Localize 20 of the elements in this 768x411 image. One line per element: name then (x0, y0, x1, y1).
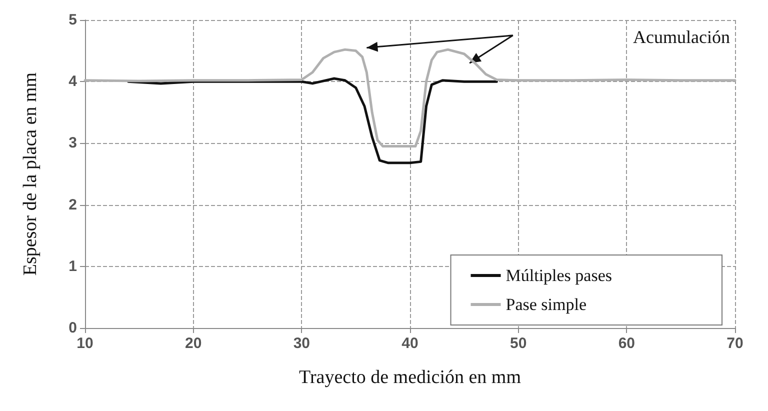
x-tick-label: 40 (402, 335, 418, 352)
y-tick-label: 2 (68, 196, 77, 214)
x-tick-label: 30 (293, 335, 310, 352)
line-series (127, 77, 498, 164)
x-axis-title: Trayecto de medición en mm (299, 367, 522, 388)
legend-label: Pase simple (506, 295, 587, 314)
x-tick-label: 20 (184, 335, 202, 352)
x-tick-label: 10 (76, 335, 94, 352)
y-tick-label: 1 (68, 258, 77, 275)
x-tick-label: 50 (510, 335, 527, 352)
x-tick-label: 70 (726, 335, 744, 352)
y-tick-label: 4 (68, 73, 78, 90)
y-axis-title: Espesor de la placa en mm (20, 72, 41, 276)
annotation: Acumulación (633, 27, 730, 47)
y-tick-label: 3 (68, 134, 77, 152)
y-tick-label: 0 (68, 320, 77, 336)
legend-label: Múltiples pases (506, 266, 612, 285)
y-tick-label: 5 (68, 12, 77, 28)
x-tick-label: 60 (618, 335, 636, 352)
line-series (84, 48, 736, 148)
